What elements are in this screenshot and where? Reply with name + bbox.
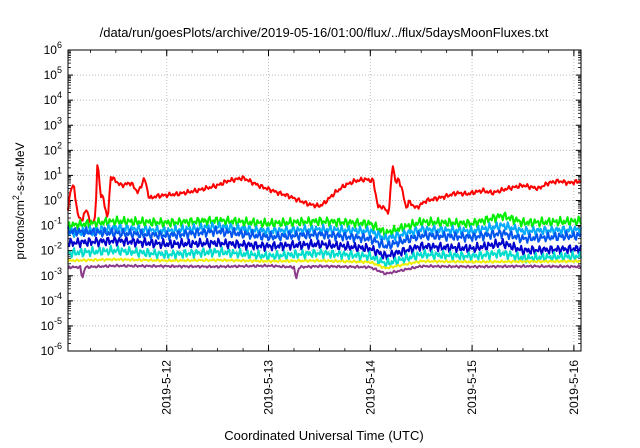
y-tick-label: 105 (44, 65, 62, 82)
series-line-1 (67, 164, 582, 224)
y-tick-label: 10-4 (41, 291, 62, 308)
y-tick-label: 106 (44, 40, 62, 57)
y-tick-label: 10-6 (41, 341, 62, 358)
y-tick-label: 100 (44, 191, 62, 208)
series-line-8 (67, 263, 582, 280)
series-line-4 (67, 225, 582, 250)
x-tick-label: 2019-5-16 (567, 360, 581, 415)
y-tick-label: 102 (44, 140, 62, 157)
x-tick-label: 2019-5-12 (160, 360, 174, 415)
y-tick-labels: 10-6 10-5 10-4 10-3 10-2 10-1 100 101 102 103 104 1… (41, 40, 62, 358)
series-line-6 (67, 244, 582, 269)
chart-title: /data/run/goesPlots/archive/2019-05-16/0… (100, 25, 549, 40)
series-line-2 (67, 211, 582, 238)
plot-frame (67, 49, 582, 352)
x-tick-labels: 2019-5-12 2019-5-13 2019-5-14 2019-5-15 2019… (160, 360, 581, 415)
series-line-5 (67, 236, 582, 261)
series-line-7 (67, 257, 582, 270)
x-tick-label: 2019-5-15 (465, 360, 479, 415)
y-tick-label: 103 (44, 115, 62, 132)
y-tick-label: 101 (44, 165, 62, 182)
y-axis-label-main: protons/cm (13, 200, 27, 259)
x-tick-label: 2019-5-13 (262, 360, 276, 415)
y-tick-label: 104 (44, 90, 62, 107)
y-tick-label: 10-3 (41, 266, 62, 283)
x-tick-label: 2019-5-14 (363, 360, 377, 415)
x-axis-label: Coordinated Universal Time (UTC) (224, 428, 423, 443)
y-tick-label: 10-1 (41, 216, 62, 233)
y-axis-label-rest: -s-sr-MeV (13, 142, 27, 195)
y-tick-label: 10-5 (41, 316, 62, 333)
y-axis-label: protons/cm2-s-sr-MeV (11, 142, 27, 259)
y-axis-label-sup: 2 (11, 195, 21, 200)
y-tick-label: 10-2 (41, 241, 62, 258)
series-layer (67, 164, 582, 280)
series-line-3 (67, 221, 582, 244)
